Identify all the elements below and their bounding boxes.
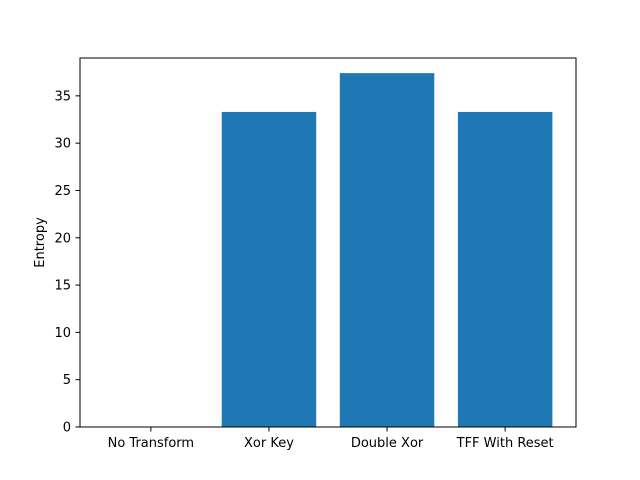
x-tick-label-0: No Transform <box>108 436 194 451</box>
y-axis-label: Entropy <box>33 217 48 268</box>
y-axis-ticks: 0 5 10 15 20 25 30 35 <box>54 89 80 436</box>
y-tick-label-0: 0 <box>63 421 71 436</box>
y-tick-label-4: 20 <box>54 231 71 246</box>
x-tick-label-3: TFF With Reset <box>456 436 554 451</box>
y-tick-label-2: 10 <box>54 326 71 341</box>
y-tick-label-1: 5 <box>63 373 71 388</box>
y-tick-label-5: 25 <box>54 184 71 199</box>
y-tick-label-7: 35 <box>54 89 71 104</box>
x-tick-label-2: Double Xor <box>351 436 424 451</box>
bar-1 <box>221 111 317 427</box>
y-tick-label-3: 15 <box>54 279 71 294</box>
x-tick-label-1: Xor Key <box>244 436 294 451</box>
plot-frame <box>79 57 577 428</box>
bar-3 <box>457 111 553 427</box>
bar-2 <box>339 73 435 427</box>
y-tick-label-6: 30 <box>54 137 71 152</box>
bars-group <box>221 73 553 427</box>
x-axis-ticks: No Transform Xor Key Double Xor TFF With Re… <box>108 427 554 451</box>
